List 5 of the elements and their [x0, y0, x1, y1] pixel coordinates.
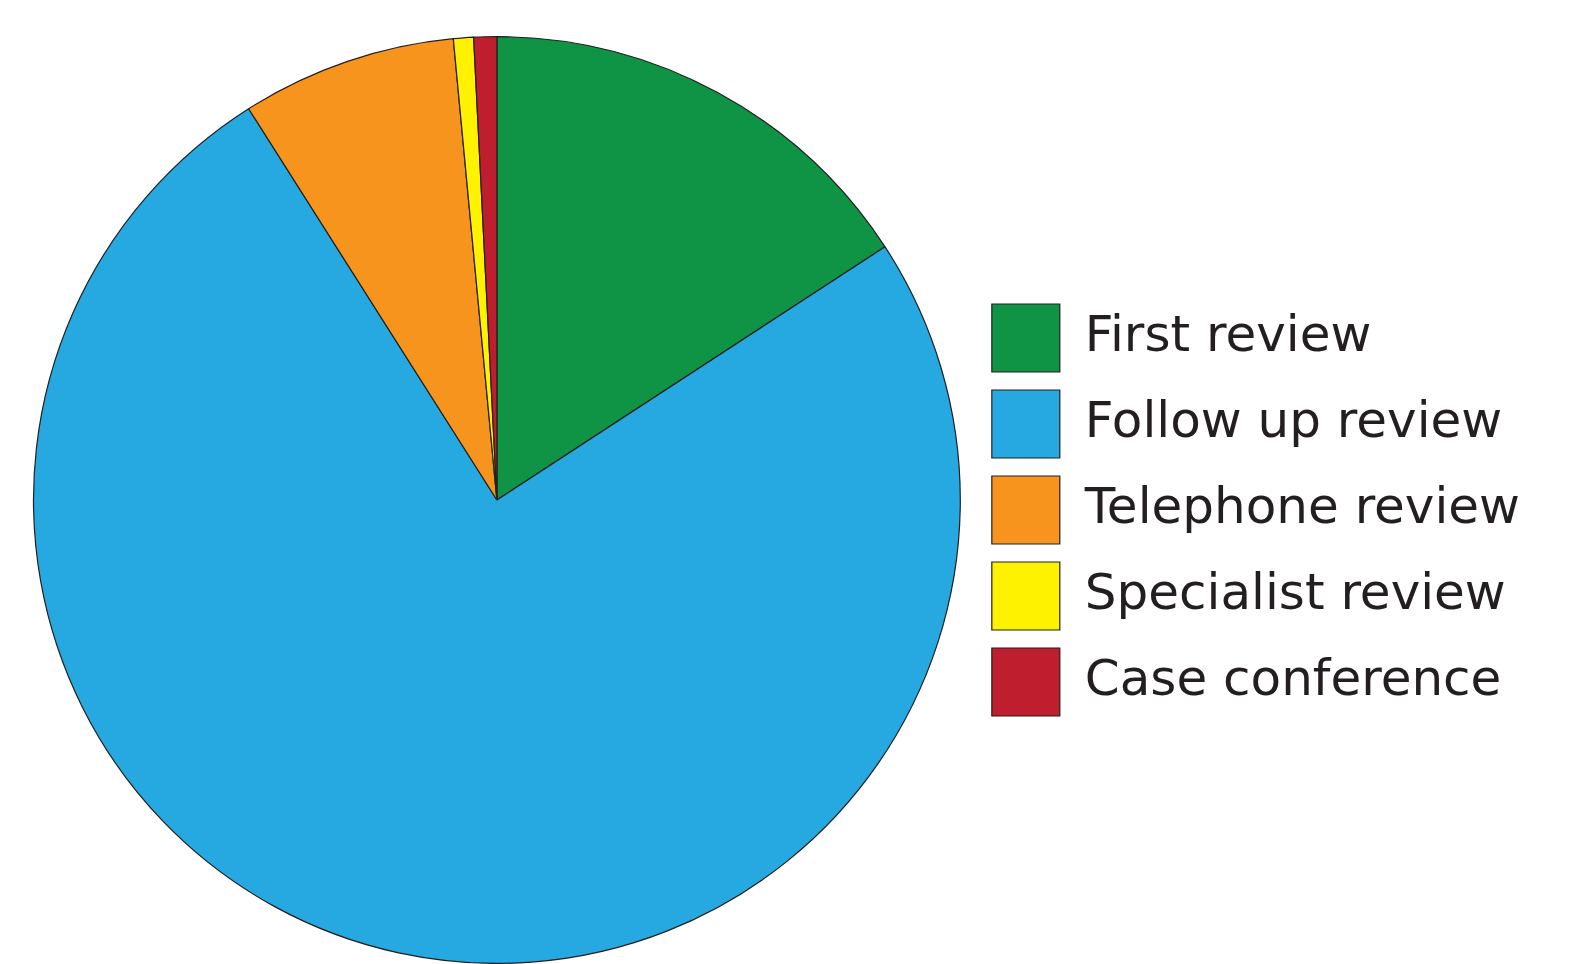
legend-label: First review [1084, 304, 1372, 363]
legend-label: Follow up review [1084, 390, 1503, 449]
legend-label: Specialist review [1084, 562, 1506, 621]
legend-label: Telephone review [1083, 476, 1521, 535]
legend-label: Case conference [1084, 648, 1502, 707]
